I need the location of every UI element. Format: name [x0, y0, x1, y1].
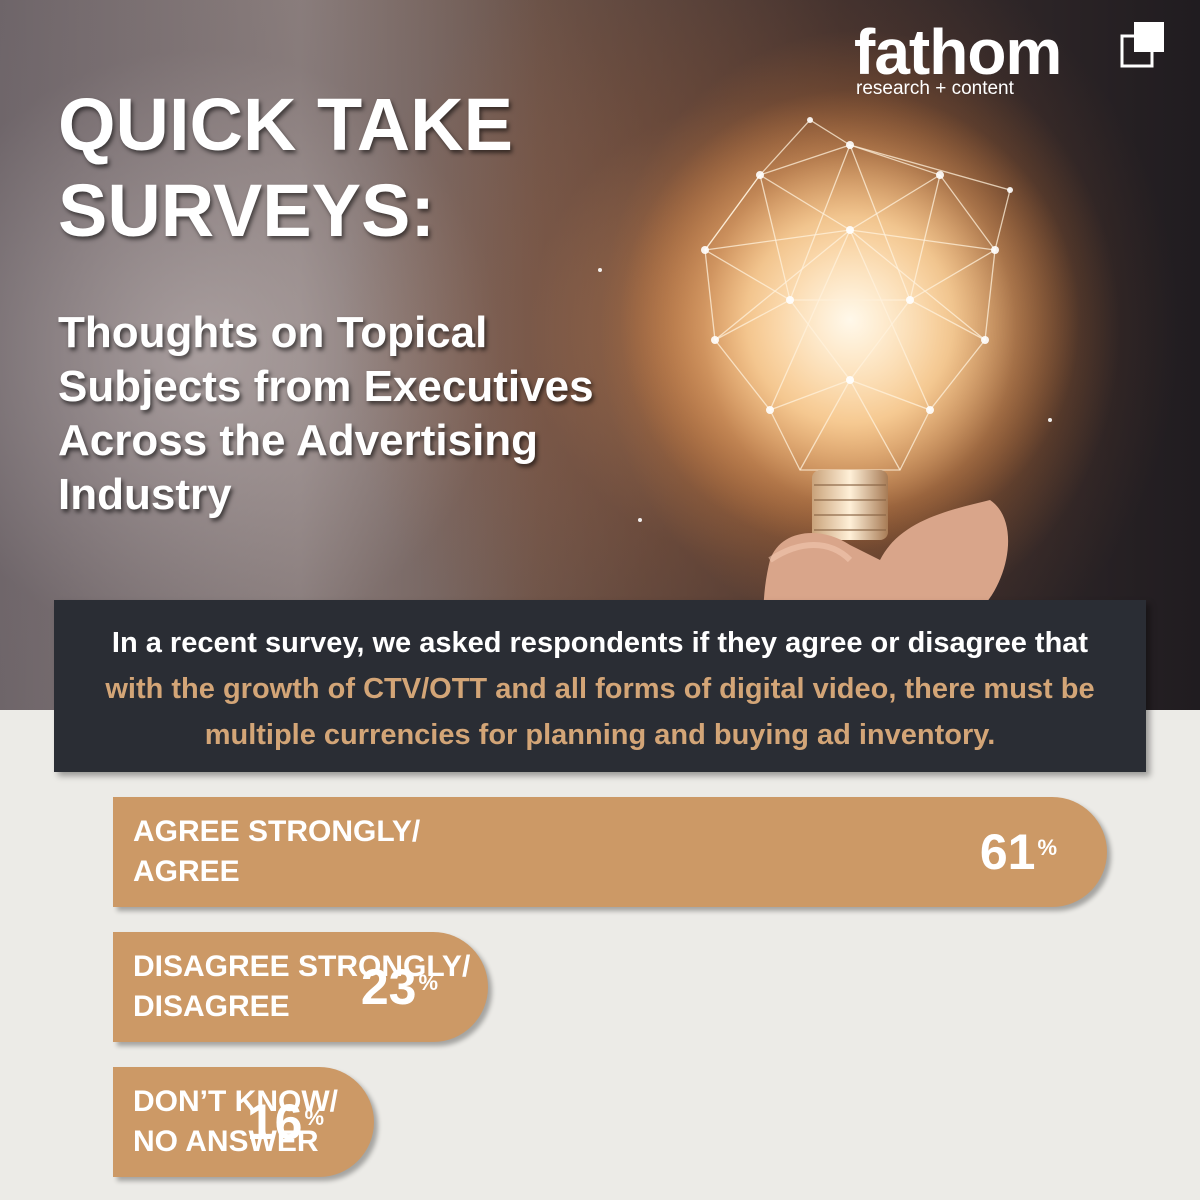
brand-tagline: research + content	[856, 78, 1014, 99]
page-subtitle: Thoughts on Topical Subjects from Execut…	[58, 308, 594, 519]
question-highlight: with the growth of CTV/OTT and all forms…	[105, 673, 1095, 751]
result-bar-dont-know: DON’T KNOW/ NO ANSWER 16%	[113, 1067, 374, 1177]
percent-sign: %	[1037, 835, 1057, 860]
percent-sign: %	[304, 1105, 324, 1130]
hero-background: fathom research + content QUICK TAKE SUR…	[0, 0, 1200, 710]
result-bar-value: 61%	[980, 824, 1057, 880]
result-bar-number: 16	[246, 1094, 303, 1150]
result-bar-value: 23%	[361, 959, 438, 1015]
result-bar-agree: AGREE STRONGLY/ AGREE 61%	[113, 797, 1107, 907]
survey-question-panel: In a recent survey, we asked respondents…	[54, 600, 1146, 772]
question-intro: In a recent survey, we asked respondents…	[111, 627, 1089, 659]
brand-logo: fathom research + content	[846, 16, 1166, 110]
result-bar-number: 61	[979, 824, 1036, 880]
result-bar-label: DISAGREE STRONGLY/ DISAGREE	[133, 950, 471, 1023]
page-title: QUICK TAKE SURVEYS:	[58, 83, 513, 252]
result-bar-label: DON’T KNOW/ NO ANSWER	[133, 1085, 338, 1158]
brand-name: fathom	[854, 16, 1062, 88]
result-bar-number: 23	[360, 959, 417, 1015]
result-bar-value: 16%	[247, 1094, 324, 1150]
percent-sign: %	[418, 970, 438, 995]
result-bar-label: AGREE STRONGLY/ AGREE	[133, 815, 421, 888]
result-bar-disagree: DISAGREE STRONGLY/ DISAGREE 23%	[113, 932, 488, 1042]
logo-squares-icon	[1120, 22, 1164, 68]
